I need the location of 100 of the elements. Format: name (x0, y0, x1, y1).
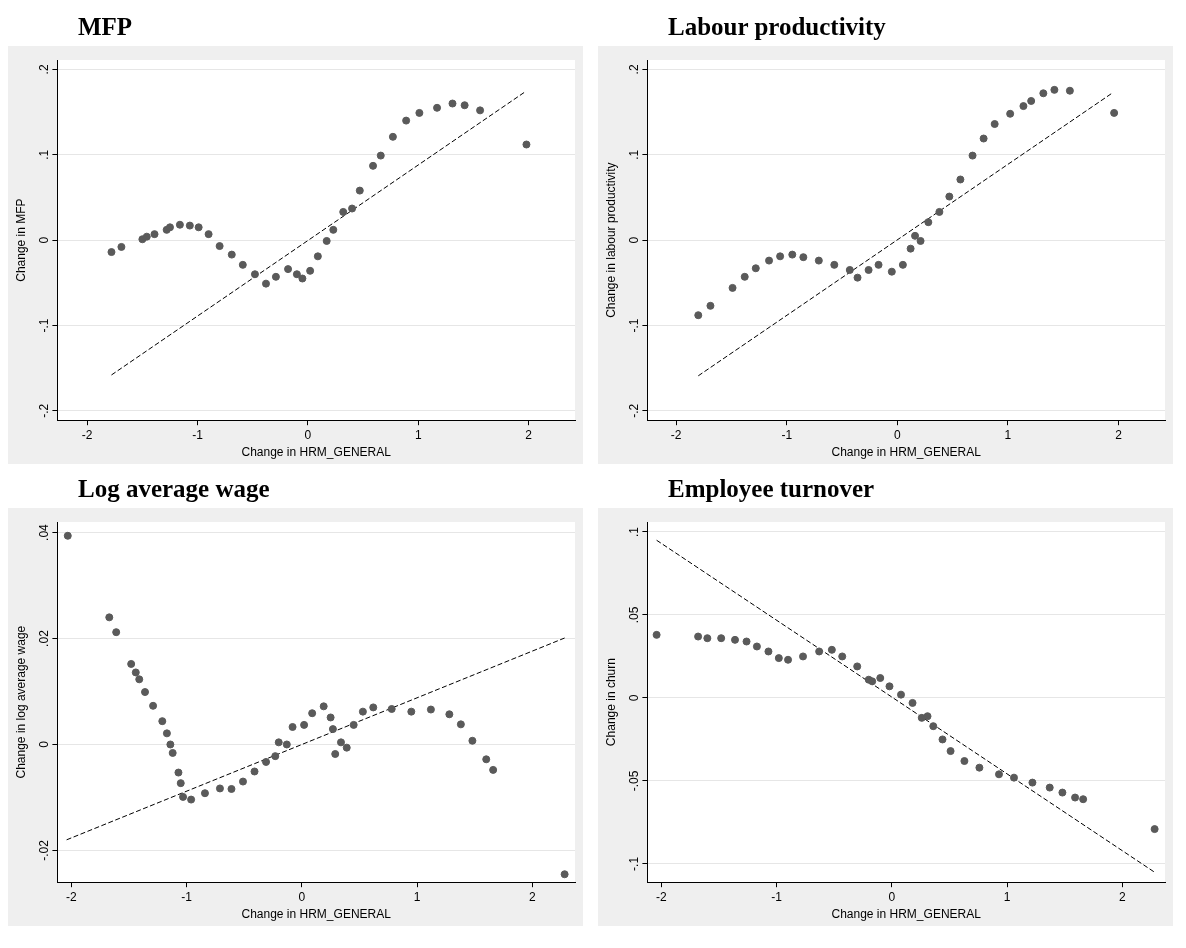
point (175, 220, 184, 229)
point (448, 99, 457, 108)
x-tick-label: -2 (655, 889, 667, 904)
point (1027, 96, 1036, 105)
point (694, 632, 703, 641)
chart-title: Log average wage (77, 474, 271, 504)
point (868, 677, 877, 686)
y-tick-label: .1 (626, 149, 641, 160)
point (407, 707, 416, 716)
point (827, 645, 836, 654)
point (388, 132, 397, 141)
point (468, 736, 477, 745)
point (158, 717, 167, 726)
y-tick-label: .04 (36, 523, 51, 541)
point (728, 283, 737, 292)
x-tick-label: 2 (525, 427, 533, 442)
x-tick-label: 2 (1115, 427, 1123, 442)
y-tick-label: -.1 (626, 318, 641, 333)
point (105, 613, 114, 622)
point (1110, 108, 1119, 117)
point (141, 688, 150, 697)
chart-title: MFP (77, 12, 134, 42)
point (1150, 825, 1159, 834)
x-tick-label: 2 (529, 889, 536, 904)
point (979, 134, 988, 143)
point (326, 713, 335, 722)
point (853, 273, 862, 282)
point (460, 101, 469, 110)
x-axis-title: Change in HRM_GENERAL (831, 907, 982, 922)
x-axis-title: Change in HRM_GENERAL (241, 907, 392, 922)
point (415, 108, 424, 117)
y-tick-label: .05 (626, 606, 641, 624)
point (329, 225, 338, 234)
y-tick-label: -.02 (36, 839, 51, 861)
x-tick-label: -2 (81, 427, 93, 442)
point (284, 265, 293, 274)
point (776, 252, 785, 261)
point (322, 236, 331, 245)
point (117, 242, 126, 251)
point (402, 116, 411, 125)
point (995, 770, 1003, 779)
point (815, 647, 824, 656)
point (142, 232, 151, 241)
y-tick-label: .1 (626, 526, 641, 537)
point (456, 720, 465, 729)
point (960, 757, 969, 766)
point (319, 702, 328, 711)
point (845, 265, 854, 274)
point (227, 250, 236, 259)
point (426, 705, 435, 714)
point (1028, 778, 1037, 787)
y-axis-title: Change in MFP (13, 198, 28, 282)
point (349, 720, 358, 729)
point (336, 738, 345, 747)
point (328, 725, 337, 734)
point (306, 266, 315, 275)
point (938, 735, 947, 744)
point (956, 175, 965, 184)
x-tick-label: 1 (413, 889, 421, 904)
point (897, 690, 906, 699)
x-tick-label: 0 (298, 889, 306, 904)
point (271, 752, 280, 761)
point (560, 870, 569, 879)
point (876, 674, 885, 683)
point (127, 659, 136, 668)
point (331, 750, 340, 759)
point (300, 720, 309, 729)
point (1079, 795, 1088, 804)
x-tick-label: 1 (1004, 427, 1012, 442)
point (107, 248, 116, 257)
point (652, 630, 661, 639)
point (358, 707, 367, 716)
point (250, 270, 259, 279)
point (885, 682, 894, 691)
point (348, 204, 357, 213)
y-tick-label: -.2 (626, 403, 641, 418)
point (522, 140, 531, 149)
point (288, 723, 297, 731)
x-axis-title: Change in HRM_GENERAL (241, 445, 392, 460)
point (774, 654, 783, 663)
y-tick-label: .1 (36, 149, 51, 160)
point (292, 270, 301, 279)
chart-title: Labour productivity (667, 12, 887, 42)
point (149, 701, 158, 710)
point (150, 230, 159, 239)
point (262, 757, 271, 766)
point (200, 789, 209, 798)
point (187, 795, 196, 804)
point (765, 256, 774, 265)
y-axis-title: Change in log average wage (13, 625, 28, 779)
point (799, 652, 808, 661)
point (703, 634, 712, 643)
x-tick-label: -1 (192, 427, 204, 442)
x-tick-label: -2 (670, 427, 682, 442)
point (717, 634, 726, 643)
point (1039, 89, 1048, 98)
point (1019, 102, 1028, 111)
point (355, 186, 364, 195)
point (731, 635, 740, 644)
point (799, 253, 808, 262)
